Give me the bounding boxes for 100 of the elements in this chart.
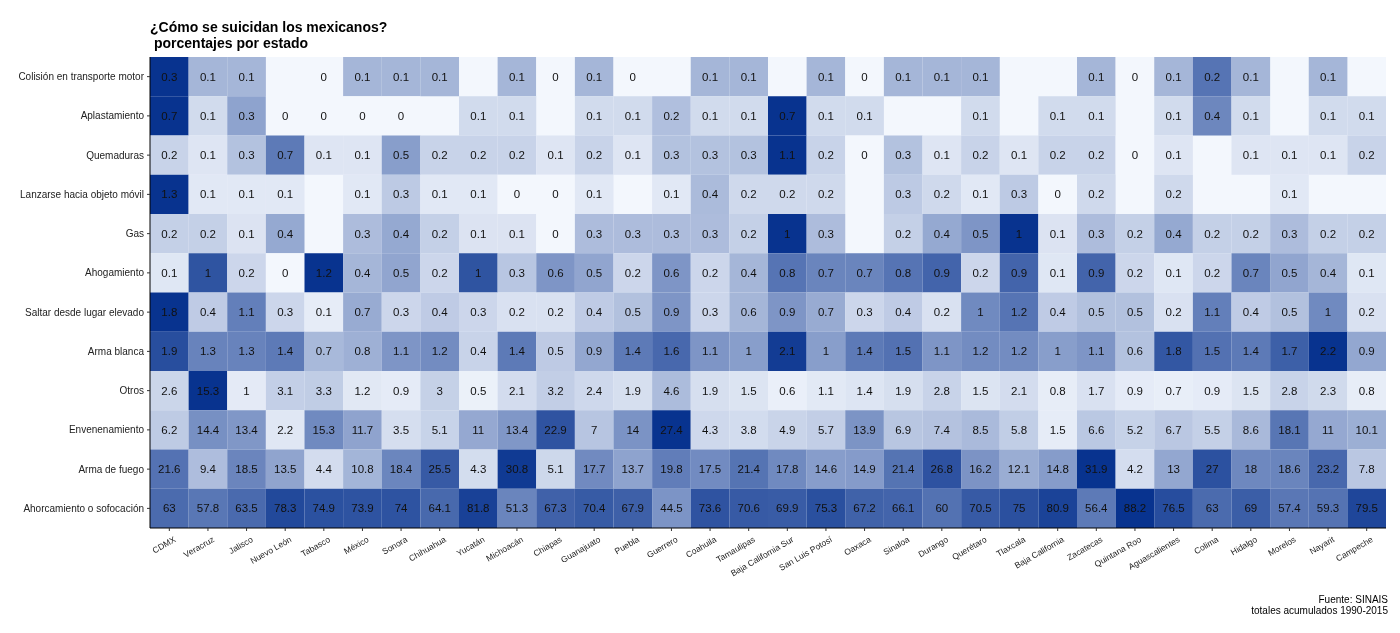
data-label: 0.1	[895, 70, 912, 83]
data-label: 18	[1244, 463, 1258, 476]
data-label: 0.2	[1358, 306, 1375, 319]
data-label: 0.5	[586, 266, 603, 279]
data-label: 1.9	[895, 384, 912, 397]
data-label: 0.3	[663, 149, 680, 162]
data-label: 0.2	[817, 188, 834, 201]
data-label: 75	[1012, 502, 1026, 515]
data-label: 0.1	[1165, 266, 1182, 279]
data-label: 0.1	[856, 109, 873, 122]
data-label: 14.6	[814, 463, 838, 476]
data-label: 0.2	[933, 306, 950, 319]
data-label: 0.4	[1204, 109, 1221, 122]
data-label: 7	[590, 423, 598, 436]
data-label: 13.4	[235, 423, 259, 436]
y-tick-label: Arma de fuego	[78, 463, 145, 475]
data-label: 1.2	[1011, 306, 1028, 319]
data-label: 0.1	[508, 109, 525, 122]
data-label: 1.5	[1049, 423, 1066, 436]
data-label: 1	[1015, 227, 1023, 240]
data-label: 0.2	[238, 266, 255, 279]
data-label: 8.5	[972, 423, 989, 436]
data-label: 4.3	[470, 463, 487, 476]
data-label: 3.5	[393, 423, 410, 436]
data-label: 63.5	[235, 502, 258, 515]
data-label: 81.8	[467, 502, 490, 515]
data-label: 5.7	[817, 423, 834, 436]
data-label: 1.4	[856, 345, 874, 358]
data-label: 4.2	[1126, 463, 1143, 476]
data-label: 0.6	[779, 384, 796, 397]
data-label: 0.2	[817, 149, 834, 162]
text: totales acumulados 1990-2015	[1251, 605, 1389, 616]
data-label: 0.2	[1358, 227, 1375, 240]
data-label: 0.7	[779, 109, 796, 122]
data-label: 3.1	[277, 384, 294, 397]
data-label: 0	[281, 109, 289, 122]
data-label: 67.3	[544, 502, 567, 515]
data-label: 0.1	[972, 70, 989, 83]
data-label: 0.2	[624, 266, 641, 279]
data-label: 76.5	[1162, 502, 1185, 515]
data-label: 0.5	[1088, 306, 1105, 319]
data-label: 51.3	[505, 502, 529, 515]
data-label: 0.1	[1049, 266, 1066, 279]
data-label: 11.7	[351, 423, 374, 436]
data-label: 1	[1054, 345, 1061, 358]
data-label: 0.1	[933, 70, 950, 83]
data-label: 0.2	[895, 227, 912, 240]
data-label: 0.1	[199, 109, 216, 122]
data-label: 0.1	[1320, 70, 1337, 83]
data-label: 0.7	[354, 306, 371, 319]
data-label: 0.1	[624, 109, 641, 122]
data-label: 0.5	[1281, 266, 1298, 279]
data-label: 3.8	[740, 423, 757, 436]
data-label: 0.5	[547, 345, 564, 358]
data-label: 18.1	[1278, 423, 1301, 436]
data-label: 0.1	[238, 188, 255, 201]
data-label: 44.5	[660, 502, 683, 515]
data-label: 1.9	[702, 384, 719, 397]
data-label: 0	[320, 70, 328, 83]
data-label: 0.4	[1165, 227, 1183, 240]
data-label: 0.1	[238, 70, 255, 83]
data-label: 0.3	[1011, 188, 1028, 201]
data-label: 0.5	[470, 384, 487, 397]
data-label: 26.8	[930, 463, 954, 476]
data-label: 17.8	[776, 463, 799, 476]
data-label: 1.4	[624, 345, 642, 358]
data-label: 0.1	[624, 149, 641, 162]
data-label: 0.4	[895, 306, 912, 319]
data-label: 0.1	[1049, 109, 1066, 122]
data-label: 13.9	[853, 423, 876, 436]
data-label: 1	[784, 227, 791, 240]
data-label: 0	[861, 70, 868, 83]
data-label: 63	[162, 502, 176, 515]
data-label: 0.1	[315, 149, 332, 162]
data-label: 75.3	[814, 502, 838, 515]
data-label: 13.7	[621, 463, 645, 476]
data-label: 0.2	[1204, 227, 1221, 240]
data-label: 0.2	[1165, 188, 1182, 201]
y-tick-label: Ahorcamiento o sofocación	[23, 502, 144, 514]
data-label: 0.1	[1011, 149, 1028, 162]
data-label: 0	[281, 266, 289, 279]
data-label: 0.2	[547, 306, 564, 319]
data-label: 60	[935, 502, 949, 515]
data-label: 1.1	[817, 384, 834, 397]
data-label: 0.2	[199, 227, 216, 240]
data-label: 14.4	[196, 423, 220, 436]
data-label: 0.3	[238, 109, 255, 122]
data-label: 88.2	[1123, 502, 1147, 515]
data-label: 0.2	[1088, 149, 1105, 162]
data-label: 0	[359, 109, 366, 122]
data-label: 0.1	[1242, 70, 1259, 83]
data-label: 1.1	[1204, 306, 1221, 319]
data-label: 18.6	[1278, 463, 1301, 476]
data-label: 0.3	[702, 149, 719, 162]
data-label: 7.8	[1358, 463, 1375, 476]
data-label: 69	[1244, 502, 1258, 515]
data-label: 0.5	[972, 227, 989, 240]
data-label: 1	[745, 345, 752, 358]
data-label: 14	[626, 423, 640, 436]
data-label: 2.6	[161, 384, 178, 397]
